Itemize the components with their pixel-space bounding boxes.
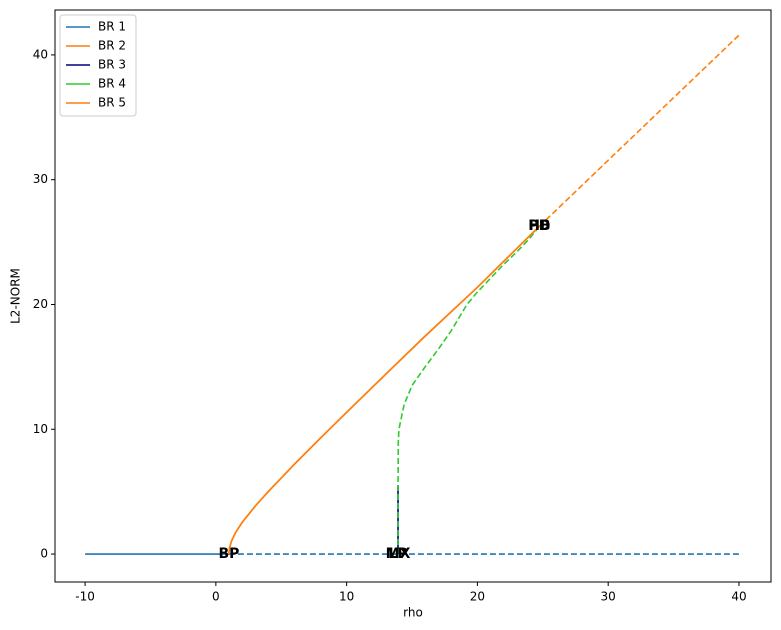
x-tick-label: 0 [212,590,220,604]
x-tick-label: 30 [601,590,616,604]
legend-box [59,14,137,117]
y-tick-label: 0 [40,547,48,561]
plot-area [85,34,740,555]
legend-label: BR 1 [98,20,126,34]
point-label: LP [388,546,407,562]
x-tick-label: 10 [339,590,354,604]
y-tick-label: 30 [33,172,48,186]
branch-line [228,225,540,555]
legend-label: BR 4 [98,77,126,91]
x-tick-label: -10 [75,590,95,604]
y-tick-label: 10 [33,422,48,436]
point-label: MX [386,546,411,562]
x-tick-label: 20 [470,590,485,604]
x-axis-label: rho [403,606,423,620]
branch-line [538,34,740,227]
point-label: PD [528,218,550,234]
branch-line [397,225,541,555]
plot-frame [54,9,772,583]
y-tick-label: 40 [33,47,48,61]
y-tick-label: 20 [33,297,48,311]
x-tick-label: 40 [731,590,746,604]
point-label: BP [218,546,239,562]
legend-label: BR 2 [98,39,126,53]
y-axis-label: L2-NORM [9,268,23,324]
point-label: HB [528,218,550,234]
legend-label: BR 3 [98,58,126,72]
legend-label: BR 5 [98,96,126,110]
